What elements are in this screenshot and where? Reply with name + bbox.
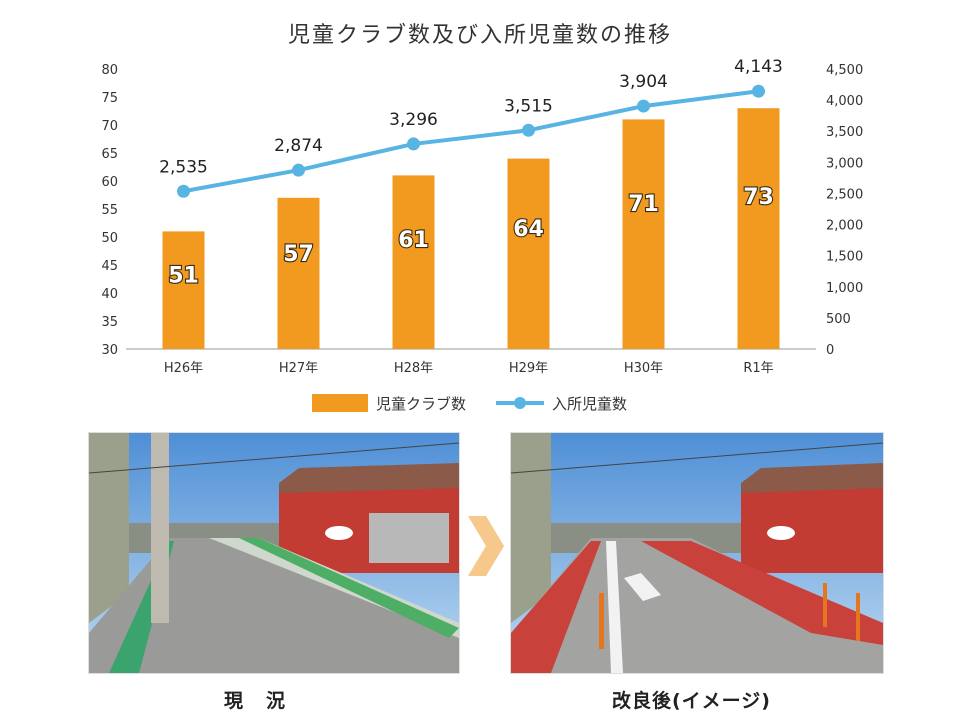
line-point	[752, 84, 765, 98]
photo-current	[88, 432, 460, 674]
line-value-label: 3,296	[389, 110, 438, 130]
right-tick-label: 500	[826, 312, 851, 327]
left-axis: 30 35 40 45 50 55 60 65 70 75 80	[101, 63, 118, 358]
x-tick-label: H26年	[164, 361, 203, 376]
line-value-label: 3,515	[504, 96, 553, 116]
legend-line-label: 入所児童数	[552, 395, 627, 413]
x-tick-label: H28年	[394, 361, 433, 376]
left-tick-label: 35	[101, 315, 118, 330]
line-point	[177, 184, 190, 198]
left-tick-label: 55	[101, 203, 118, 218]
caption-improved: 改良後(イメージ)	[612, 690, 771, 712]
legend-bar-swatch	[312, 394, 368, 412]
left-tick-label: 50	[101, 231, 118, 246]
right-tick-label: 3,000	[826, 156, 863, 171]
right-tick-label: 3,500	[826, 125, 863, 140]
line-value-label: 2,535	[159, 157, 208, 177]
right-tick-label: 2,000	[826, 219, 863, 234]
left-tick-label: 80	[101, 63, 118, 78]
right-tick-label: 4,500	[826, 63, 863, 78]
bar	[162, 231, 205, 349]
left-tick-label: 40	[101, 287, 118, 302]
chart: 児童クラブ数及び入所児童数の推移 3035404550556065707580 …	[101, 23, 863, 413]
x-tick-label: R1年	[743, 361, 773, 376]
chart-title: 児童クラブ数及び入所児童数の推移	[288, 23, 672, 48]
bar	[507, 158, 550, 349]
left-tick-label: 70	[101, 119, 118, 134]
bar-value-label: 64	[513, 217, 544, 242]
legend-line-marker	[514, 397, 526, 409]
right-tick-label: 1,000	[826, 281, 863, 296]
left-tick-label: 65	[101, 147, 118, 162]
line-point	[292, 163, 305, 177]
line-point	[637, 99, 650, 113]
line-value-label: 3,904	[619, 72, 668, 92]
left-tick-label: 60	[101, 175, 118, 190]
bar	[277, 197, 320, 349]
x-tick-label: H27年	[279, 361, 318, 376]
line-point	[407, 137, 420, 151]
bar	[622, 119, 665, 350]
left-tick-label: 75	[101, 91, 118, 106]
legend-bar-label: 児童クラブ数	[376, 395, 466, 413]
bar-value-label: 57	[283, 242, 314, 267]
left-tick-label: 45	[101, 259, 118, 274]
bar-value-label: 61	[398, 228, 429, 253]
line-point	[522, 123, 535, 137]
bar-value-label: 71	[628, 192, 659, 217]
right-tick-label: 0	[826, 343, 834, 358]
x-axis: H26年 H27年 H28年 H29年 H30年 R1年	[164, 361, 774, 376]
line-value-label: 4,143	[734, 57, 783, 77]
bars: 51 57 61 64 71 73	[162, 108, 780, 350]
line-path	[183, 89, 759, 194]
caption-current: 現況	[224, 690, 287, 712]
x-tick-label: H30年	[624, 361, 663, 376]
arrow-icon	[468, 516, 504, 576]
right-tick-label: 1,500	[826, 250, 863, 265]
legend: 児童クラブ数 入所児童数	[312, 394, 627, 413]
line-series: 2,535 2,874 3,296 3,515 3,904 4,143	[159, 57, 783, 198]
line-value-label: 2,874	[274, 136, 323, 156]
right-tick-label: 2,500	[826, 187, 863, 202]
left-tick-label: 30	[101, 343, 118, 358]
photo-improved	[510, 432, 884, 674]
right-axis: 0 500 1,000 1,500 2,000 2,500 3,000 3,500 4,000 4…	[826, 63, 863, 358]
bar-value-label: 73	[743, 185, 774, 210]
bar	[737, 108, 780, 349]
x-tick-label: H29年	[509, 361, 548, 376]
bar	[392, 175, 435, 349]
right-tick-label: 4,000	[826, 94, 863, 109]
bar-value-label: 51	[168, 264, 199, 289]
